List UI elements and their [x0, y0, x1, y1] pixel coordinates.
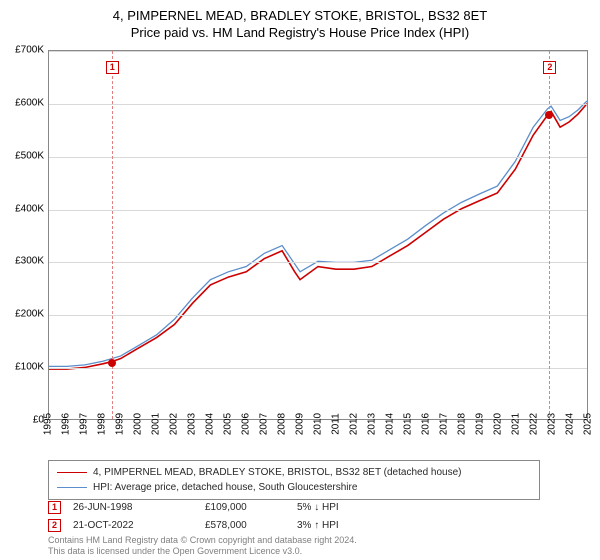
- x-axis-tick-label: 2018: [457, 413, 468, 435]
- x-axis-tick-label: 2017: [439, 413, 450, 435]
- legend-swatch-hpi: [57, 487, 87, 488]
- marker-vline: [549, 51, 550, 419]
- y-axis-tick-label: £700K: [0, 45, 48, 56]
- transaction-pct: 3% ↑ HPI: [297, 520, 417, 531]
- transaction-row: 2 21-OCT-2022 £578,000 3% ↑ HPI: [48, 516, 588, 534]
- x-axis-tick-label: 2019: [475, 413, 486, 435]
- x-axis-tick-label: 2003: [187, 413, 198, 435]
- y-axis-tick-label: £100K: [0, 362, 48, 373]
- legend-swatch-property: [57, 472, 87, 473]
- marker-dot: [108, 359, 116, 367]
- x-axis-tick-label: 2006: [241, 413, 252, 435]
- transaction-date: 21-OCT-2022: [73, 520, 193, 531]
- y-axis-tick-label: £500K: [0, 150, 48, 161]
- transaction-marker-icon: 1: [48, 501, 61, 514]
- marker-box-icon: 1: [106, 61, 119, 74]
- series-line-hpi: [49, 101, 587, 366]
- footnote-line-1: Contains HM Land Registry data © Crown c…: [48, 535, 588, 546]
- legend-label-property: 4, PIMPERNEL MEAD, BRADLEY STOKE, BRISTO…: [93, 467, 462, 478]
- y-axis-tick-label: £400K: [0, 203, 48, 214]
- x-axis-tick-label: 2010: [313, 413, 324, 435]
- gridline-h: [49, 315, 587, 316]
- legend-label-hpi: HPI: Average price, detached house, Sout…: [93, 482, 357, 493]
- root: 4, PIMPERNEL MEAD, BRADLEY STOKE, BRISTO…: [0, 0, 600, 560]
- x-axis-tick-label: 2021: [511, 413, 522, 435]
- x-axis-tick-label: 1999: [115, 413, 126, 435]
- x-axis-tick-label: 2001: [151, 413, 162, 435]
- transaction-list: 1 26-JUN-1998 £109,000 5% ↓ HPI 2 21-OCT…: [48, 498, 588, 534]
- legend-row-hpi: HPI: Average price, detached house, Sout…: [57, 480, 531, 495]
- title-line-2: Price paid vs. HM Land Registry's House …: [0, 25, 600, 42]
- x-axis-tick-label: 2023: [547, 413, 558, 435]
- legend-row-property: 4, PIMPERNEL MEAD, BRADLEY STOKE, BRISTO…: [57, 465, 531, 480]
- chart-series-svg: [49, 51, 587, 419]
- x-axis-tick-label: 2005: [223, 413, 234, 435]
- gridline-h: [49, 104, 587, 105]
- x-axis-tick-label: 1996: [61, 413, 72, 435]
- footnote: Contains HM Land Registry data © Crown c…: [48, 535, 588, 557]
- y-axis-tick-label: £0: [0, 415, 48, 426]
- x-axis-tick-label: 2011: [331, 413, 342, 435]
- transaction-pct: 5% ↓ HPI: [297, 502, 417, 513]
- x-axis-tick-label: 1995: [43, 413, 54, 435]
- gridline-h: [49, 51, 587, 52]
- gridline-h: [49, 368, 587, 369]
- y-axis-tick-label: £600K: [0, 97, 48, 108]
- chart-plot-area: 12: [48, 50, 588, 420]
- x-axis-tick-label: 2014: [385, 413, 396, 435]
- x-axis-tick-label: 2020: [493, 413, 504, 435]
- arrow-up-icon: ↑: [314, 520, 319, 531]
- transaction-price: £578,000: [205, 520, 285, 531]
- x-axis-tick-label: 2022: [529, 413, 540, 435]
- x-axis-tick-label: 2008: [277, 413, 288, 435]
- title-line-1: 4, PIMPERNEL MEAD, BRADLEY STOKE, BRISTO…: [0, 8, 600, 25]
- marker-box-icon: 2: [543, 61, 556, 74]
- gridline-h: [49, 157, 587, 158]
- transaction-date: 26-JUN-1998: [73, 502, 193, 513]
- series-line-property: [49, 104, 587, 369]
- x-axis-tick-label: 2012: [349, 413, 360, 435]
- x-axis-tick-label: 2000: [133, 413, 144, 435]
- chart-legend: 4, PIMPERNEL MEAD, BRADLEY STOKE, BRISTO…: [48, 460, 540, 500]
- x-axis-tick-label: 2016: [421, 413, 432, 435]
- x-axis-tick-label: 2007: [259, 413, 270, 435]
- footnote-line-2: This data is licensed under the Open Gov…: [48, 546, 588, 557]
- x-axis-tick-label: 2015: [403, 413, 414, 435]
- x-axis-tick-label: 2024: [565, 413, 576, 435]
- y-axis-tick-label: £200K: [0, 309, 48, 320]
- chart-title: 4, PIMPERNEL MEAD, BRADLEY STOKE, BRISTO…: [0, 0, 600, 42]
- gridline-h: [49, 210, 587, 211]
- transaction-marker-icon: 2: [48, 519, 61, 532]
- x-axis-tick-label: 2013: [367, 413, 378, 435]
- transaction-row: 1 26-JUN-1998 £109,000 5% ↓ HPI: [48, 498, 588, 516]
- marker-dot: [545, 111, 553, 119]
- gridline-h: [49, 262, 587, 263]
- x-axis-tick-label: 2025: [583, 413, 594, 435]
- x-axis-tick-label: 2009: [295, 413, 306, 435]
- x-axis-tick-label: 1998: [97, 413, 108, 435]
- arrow-down-icon: ↓: [314, 502, 319, 513]
- x-axis-tick-label: 2004: [205, 413, 216, 435]
- y-axis-tick-label: £300K: [0, 256, 48, 267]
- x-axis-tick-label: 2002: [169, 413, 180, 435]
- x-axis-tick-label: 1997: [79, 413, 90, 435]
- transaction-price: £109,000: [205, 502, 285, 513]
